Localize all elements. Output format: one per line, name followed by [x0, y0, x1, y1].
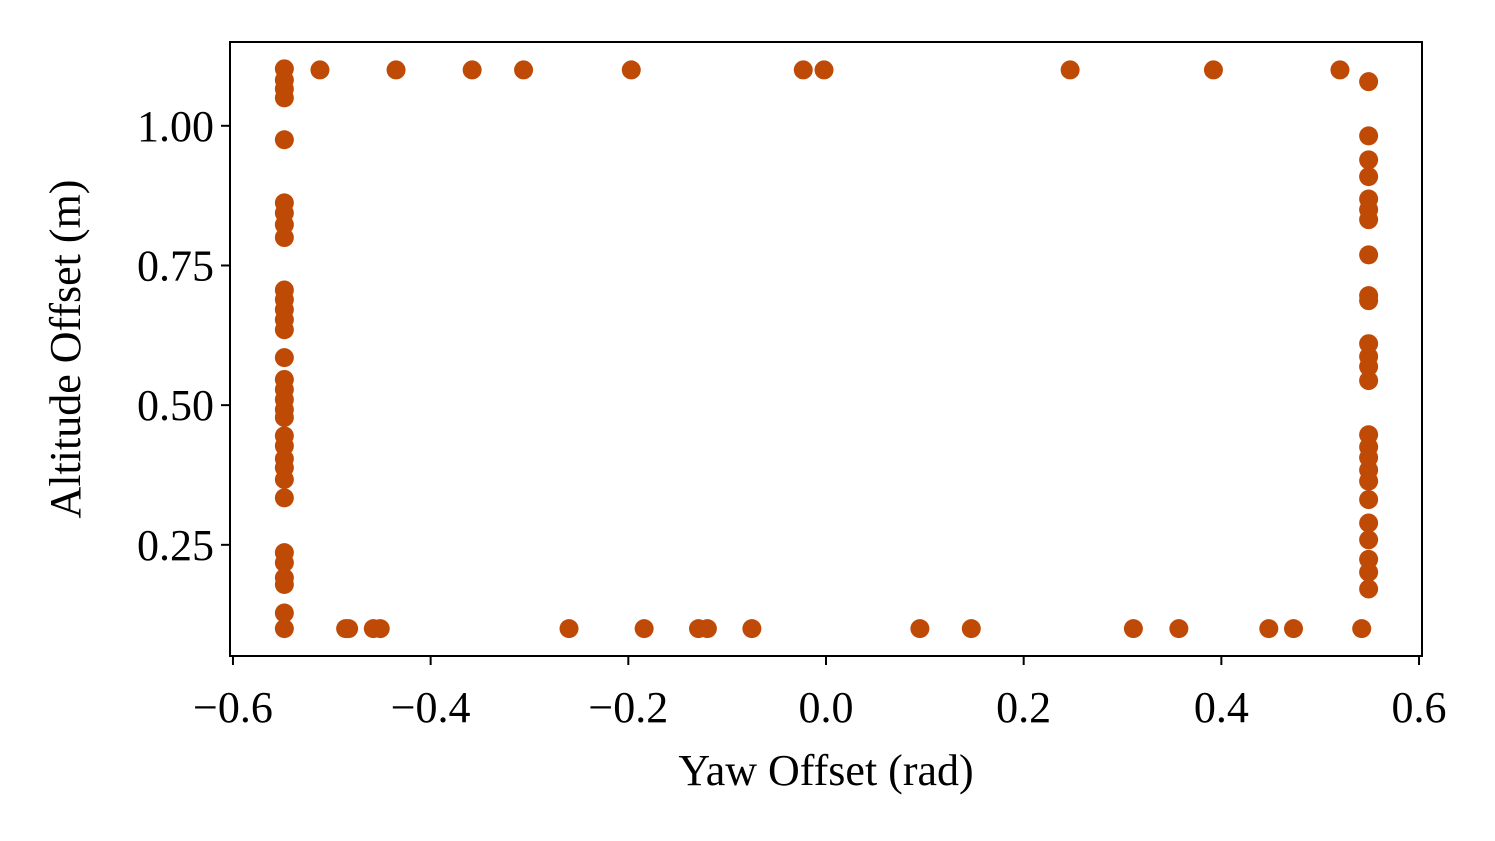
x-tick-label: 0.2 — [996, 683, 1051, 732]
point — [742, 619, 762, 639]
point — [274, 130, 294, 150]
point — [1359, 530, 1379, 550]
point — [274, 469, 294, 489]
point — [1359, 471, 1379, 491]
point — [1359, 562, 1379, 582]
point — [339, 619, 359, 639]
point — [274, 488, 294, 508]
x-tick-label: −0.4 — [391, 683, 471, 732]
point — [910, 619, 930, 639]
point — [1359, 357, 1379, 377]
point — [274, 619, 294, 639]
point — [1359, 167, 1379, 187]
x-tick-label: 0.6 — [1392, 683, 1447, 732]
x-tick-label: 0.4 — [1194, 683, 1249, 732]
point — [462, 60, 482, 80]
point — [274, 348, 294, 368]
plot-frame — [229, 41, 1423, 657]
point — [814, 60, 834, 80]
y-tick-label: 1.00 — [137, 102, 214, 151]
point — [621, 60, 641, 80]
point — [1330, 60, 1350, 80]
point — [1203, 60, 1223, 80]
point — [274, 228, 294, 248]
point — [1169, 619, 1189, 639]
point — [1359, 150, 1379, 170]
y-tick-label: 0.50 — [137, 381, 214, 430]
point — [1359, 291, 1379, 311]
point — [1060, 60, 1080, 80]
point — [1359, 72, 1379, 92]
point — [274, 603, 294, 623]
point — [1123, 619, 1143, 639]
point — [793, 60, 813, 80]
point — [1259, 619, 1279, 639]
point — [310, 60, 330, 80]
point — [386, 60, 406, 80]
y-tick-label: 0.25 — [137, 521, 214, 570]
point — [1352, 619, 1372, 639]
point — [1359, 579, 1379, 599]
point — [274, 574, 294, 594]
x-axis-label: Yaw Offset (rad) — [678, 746, 973, 795]
x-tick-label: −0.2 — [588, 683, 668, 732]
point — [274, 320, 294, 340]
point — [274, 88, 294, 108]
point — [274, 553, 294, 573]
point — [1359, 513, 1379, 533]
point — [1359, 126, 1379, 146]
point — [514, 60, 534, 80]
x-tick-label: −0.6 — [193, 683, 273, 732]
point — [1359, 490, 1379, 510]
x-tick-label: 0.0 — [799, 683, 854, 732]
point — [1359, 245, 1379, 265]
point — [370, 619, 390, 639]
point — [559, 619, 579, 639]
point — [1284, 619, 1304, 639]
point — [961, 619, 981, 639]
point — [1359, 210, 1379, 230]
point — [697, 619, 717, 639]
point — [274, 407, 294, 427]
y-axis-label: Altitude Offset (m) — [41, 180, 90, 519]
point — [1359, 371, 1379, 391]
y-tick-label: 0.75 — [137, 241, 214, 290]
point — [634, 619, 654, 639]
